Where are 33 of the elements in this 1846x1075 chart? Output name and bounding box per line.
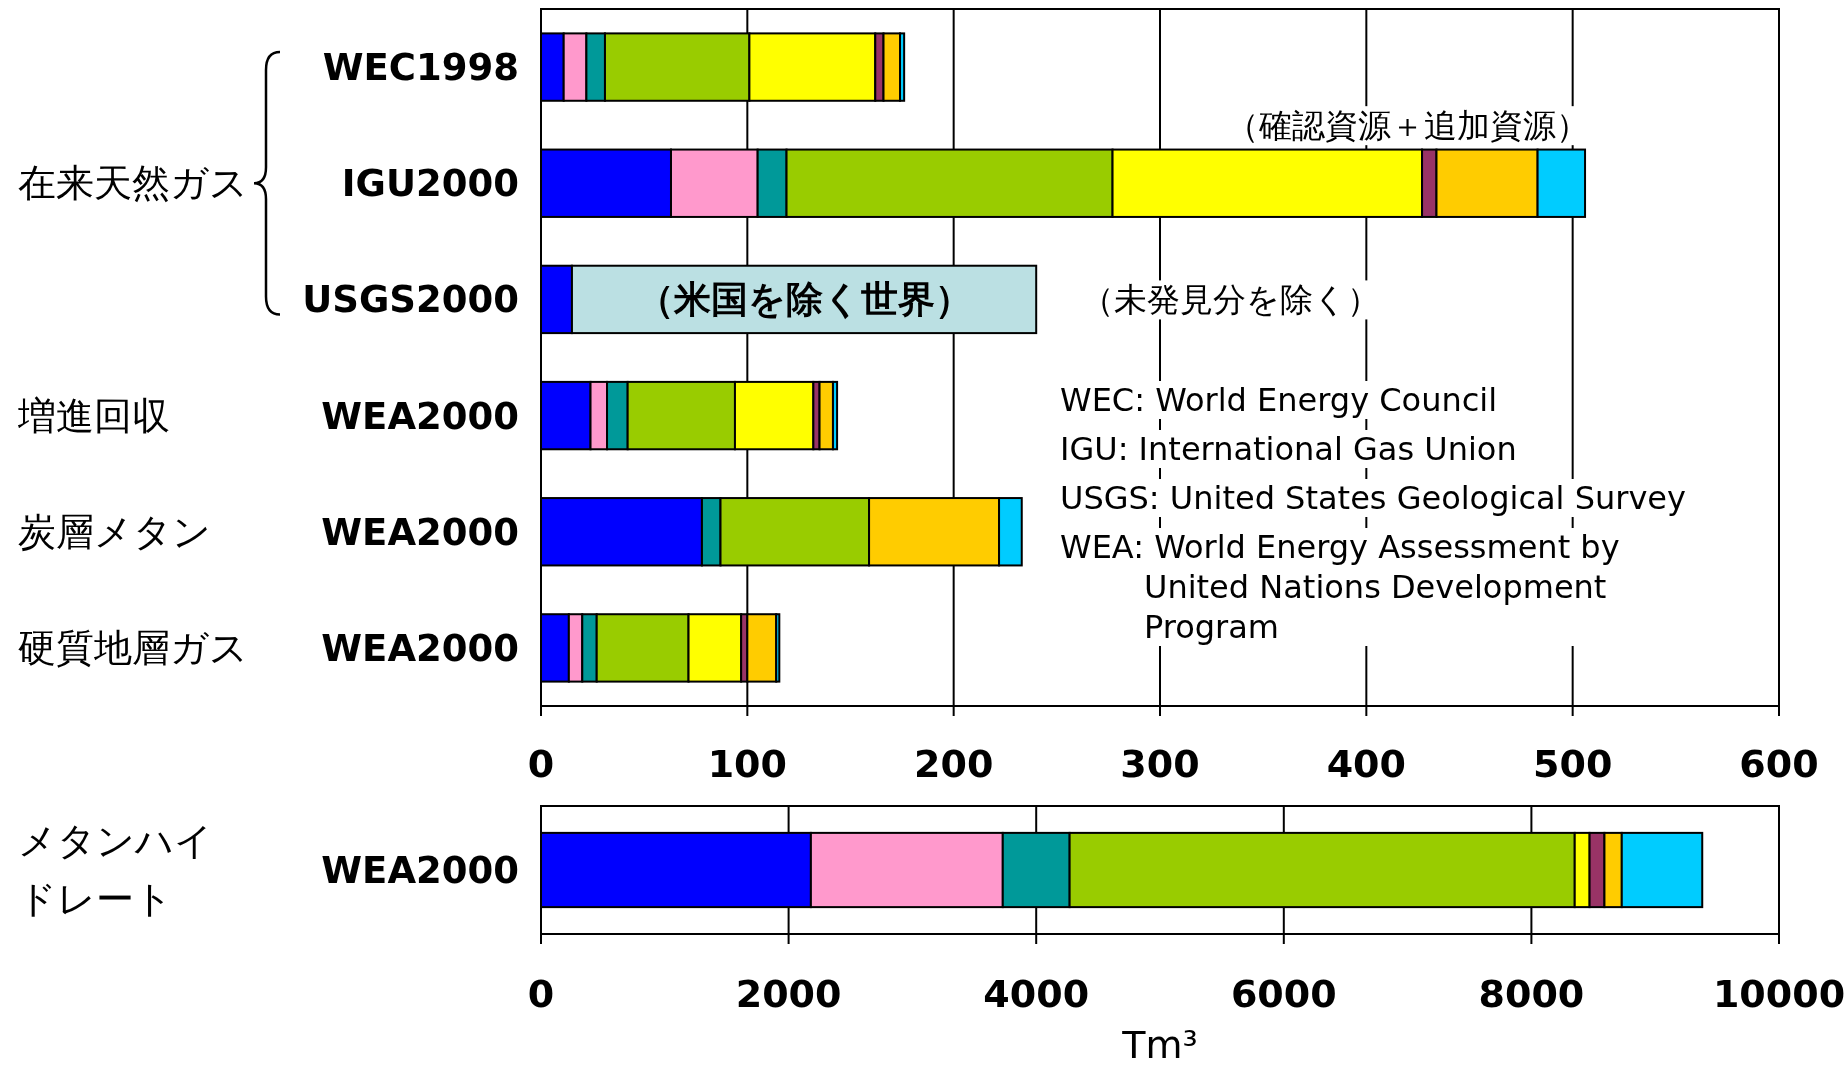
x-axis-title: Tm³ <box>1121 1023 1198 1067</box>
annotation: （未発見分を除く） <box>1080 280 1380 320</box>
y-tick-label: IGU2000 <box>341 162 519 206</box>
annotation: IGU: International Gas Union <box>1060 430 1517 468</box>
x-tick-label: 100 <box>707 742 787 786</box>
x-tick-label: 0 <box>527 742 555 786</box>
x-tick-label: 200 <box>914 742 994 786</box>
x-tick-label: 300 <box>1120 742 1200 786</box>
data-label: （米国を除く世界） <box>636 278 972 322</box>
y-tick-label: WEA2000 <box>321 510 519 554</box>
y-tick-label: WEA2000 <box>321 849 519 892</box>
text: 炭層メタン <box>18 509 211 554</box>
x-tick-label: 400 <box>1326 742 1406 786</box>
x-tick-label: 4000 <box>983 972 1090 1016</box>
annotation: （確認資源＋追加資源） <box>1225 106 1589 146</box>
x-tick-label: 0 <box>527 972 555 1016</box>
y-tick-label: WEA2000 <box>321 626 519 670</box>
x-tick-label: 600 <box>1739 742 1819 786</box>
y-tick-label: WEA2000 <box>321 394 519 438</box>
annotation: WEA: World Energy Assessment by United Nations Development Program <box>1060 528 1620 646</box>
text: 在来天然ガス <box>18 161 248 206</box>
text: 増進回収 <box>17 393 170 438</box>
y-tick-label: USGS2000 <box>302 278 519 322</box>
x-tick-label: 10000 <box>1712 972 1846 1016</box>
x-tick-label: 8000 <box>1478 972 1585 1016</box>
text: 硬質地層ガス <box>18 625 248 670</box>
annotation: USGS: United States Geological Survey <box>1060 479 1686 517</box>
x-tick-label: 2000 <box>735 972 842 1016</box>
y-tick-label: WEC1998 <box>322 46 519 90</box>
x-tick-label: 500 <box>1533 742 1613 786</box>
x-tick-label: 6000 <box>1230 972 1337 1016</box>
annotation: WEC: World Energy Council <box>1060 381 1498 419</box>
text: メタンハイドレート <box>18 819 213 921</box>
